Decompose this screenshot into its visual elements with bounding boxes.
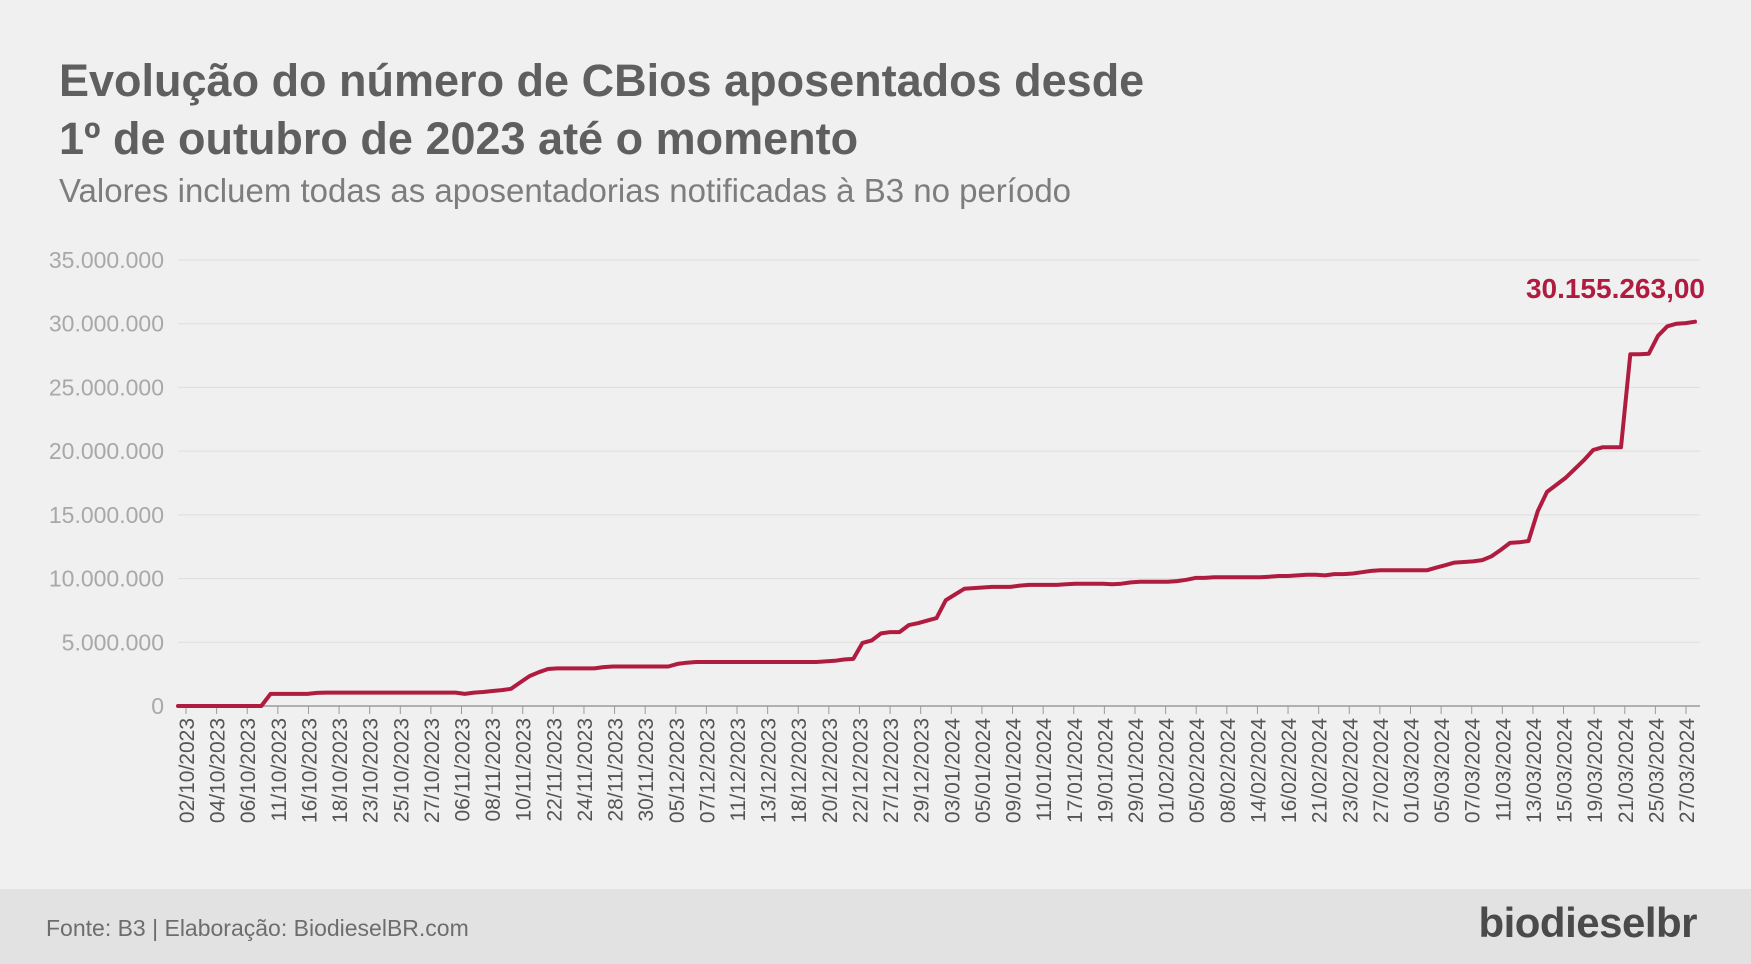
x-tick-label: 11/03/2024 — [1492, 718, 1515, 822]
brand-logo: biodieselbr — [1478, 899, 1697, 946]
x-tick-label: 16/10/2023 — [298, 718, 321, 823]
x-tick-label: 29/12/2023 — [911, 718, 934, 823]
line-chart: 0 5.000.000 10.000.000 15.000.000 20.000.000… — [49, 247, 1705, 823]
y-tick-label: 0 — [151, 693, 164, 719]
x-tick-label: 08/02/2024 — [1217, 718, 1240, 823]
x-tick-label: 10/11/2023 — [513, 718, 536, 822]
x-axis-ticks: 02/10/2023 04/10/2023 06/10/2023 11/10/2023… — [176, 706, 1699, 823]
chart-title-line1: Evolução do número de CBios aposentados … — [59, 55, 1145, 106]
x-tick-label: 28/11/2023 — [605, 718, 628, 822]
x-tick-label: 07/12/2023 — [696, 718, 719, 823]
x-tick-label: 13/12/2023 — [758, 718, 781, 823]
x-tick-label: 23/10/2023 — [360, 718, 383, 823]
x-tick-label: 13/03/2024 — [1523, 718, 1546, 823]
x-tick-label: 14/02/2024 — [1247, 718, 1270, 823]
chart-title-line2: 1º de outubro de 2023 até o momento — [59, 113, 859, 164]
x-tick-label: 16/02/2024 — [1278, 718, 1301, 823]
x-tick-label: 03/01/2024 — [941, 718, 964, 823]
x-tick-label: 27/10/2023 — [421, 718, 444, 823]
y-tick-label: 15.000.000 — [49, 502, 164, 528]
x-tick-label: 27/03/2024 — [1676, 718, 1699, 823]
x-tick-label: 06/10/2023 — [237, 718, 260, 823]
x-tick-label: 01/03/2024 — [1400, 718, 1423, 823]
x-tick-label: 11/01/2024 — [1033, 718, 1056, 822]
y-tick-label: 25.000.000 — [49, 374, 164, 400]
footer: Fonte: B3 | Elaboração: BiodieselBR.com … — [0, 889, 1751, 964]
x-tick-label: 01/02/2024 — [1156, 718, 1179, 823]
x-tick-label: 27/12/2023 — [880, 718, 903, 823]
end-value-label: 30.155.263,00 — [1526, 273, 1705, 304]
x-tick-label: 09/01/2024 — [1003, 718, 1026, 823]
series-line — [176, 319, 1697, 708]
x-tick-label: 22/11/2023 — [543, 718, 566, 822]
x-tick-label: 04/10/2023 — [207, 718, 230, 823]
x-tick-label: 30/11/2023 — [635, 718, 658, 822]
y-tick-label: 30.000.000 — [49, 311, 164, 337]
x-tick-label: 07/03/2024 — [1462, 718, 1485, 823]
x-tick-label: 19/03/2024 — [1584, 718, 1607, 823]
x-tick-label: 25/03/2024 — [1645, 718, 1668, 823]
x-tick-label: 06/11/2023 — [452, 718, 475, 822]
x-tick-label: 29/01/2024 — [1125, 718, 1148, 823]
x-tick-label: 20/12/2023 — [819, 718, 842, 823]
source-text: Fonte: B3 | Elaboração: BiodieselBR.com — [46, 915, 469, 941]
x-tick-label: 18/12/2023 — [788, 718, 811, 823]
x-tick-label: 02/10/2023 — [176, 718, 199, 823]
x-tick-label: 11/12/2023 — [727, 718, 750, 822]
x-tick-label: 05/02/2024 — [1186, 718, 1209, 823]
chart-subtitle: Valores incluem todas as aposentadorias … — [59, 172, 1072, 209]
x-tick-label: 22/12/2023 — [849, 718, 872, 823]
x-tick-label: 17/01/2024 — [1064, 718, 1087, 823]
x-tick-label: 21/03/2024 — [1615, 718, 1638, 823]
x-tick-label: 05/03/2024 — [1431, 718, 1454, 823]
x-tick-label: 24/11/2023 — [574, 718, 597, 822]
y-tick-label: 10.000.000 — [49, 566, 164, 592]
y-tick-label: 5.000.000 — [62, 629, 164, 655]
x-tick-label: 11/10/2023 — [268, 718, 291, 822]
x-tick-label: 05/12/2023 — [666, 718, 689, 823]
x-tick-label: 23/02/2024 — [1339, 718, 1362, 823]
x-tick-label: 08/11/2023 — [482, 718, 505, 822]
x-tick-label: 21/02/2024 — [1309, 718, 1332, 823]
x-tick-label: 05/01/2024 — [972, 718, 995, 823]
y-tick-label: 20.000.000 — [49, 438, 164, 464]
x-tick-label: 15/03/2024 — [1554, 718, 1577, 823]
y-axis-ticks: 0 5.000.000 10.000.000 15.000.000 20.000.000… — [49, 247, 164, 719]
gridlines — [178, 259, 1700, 643]
x-tick-label: 18/10/2023 — [329, 718, 352, 823]
chart-title: Evolução do número de CBios aposentados … — [59, 52, 1144, 168]
x-tick-label: 27/02/2024 — [1370, 718, 1393, 823]
x-tick-label: 19/01/2024 — [1094, 718, 1117, 823]
y-tick-label: 35.000.000 — [49, 247, 164, 273]
x-tick-label: 25/10/2023 — [390, 718, 413, 823]
